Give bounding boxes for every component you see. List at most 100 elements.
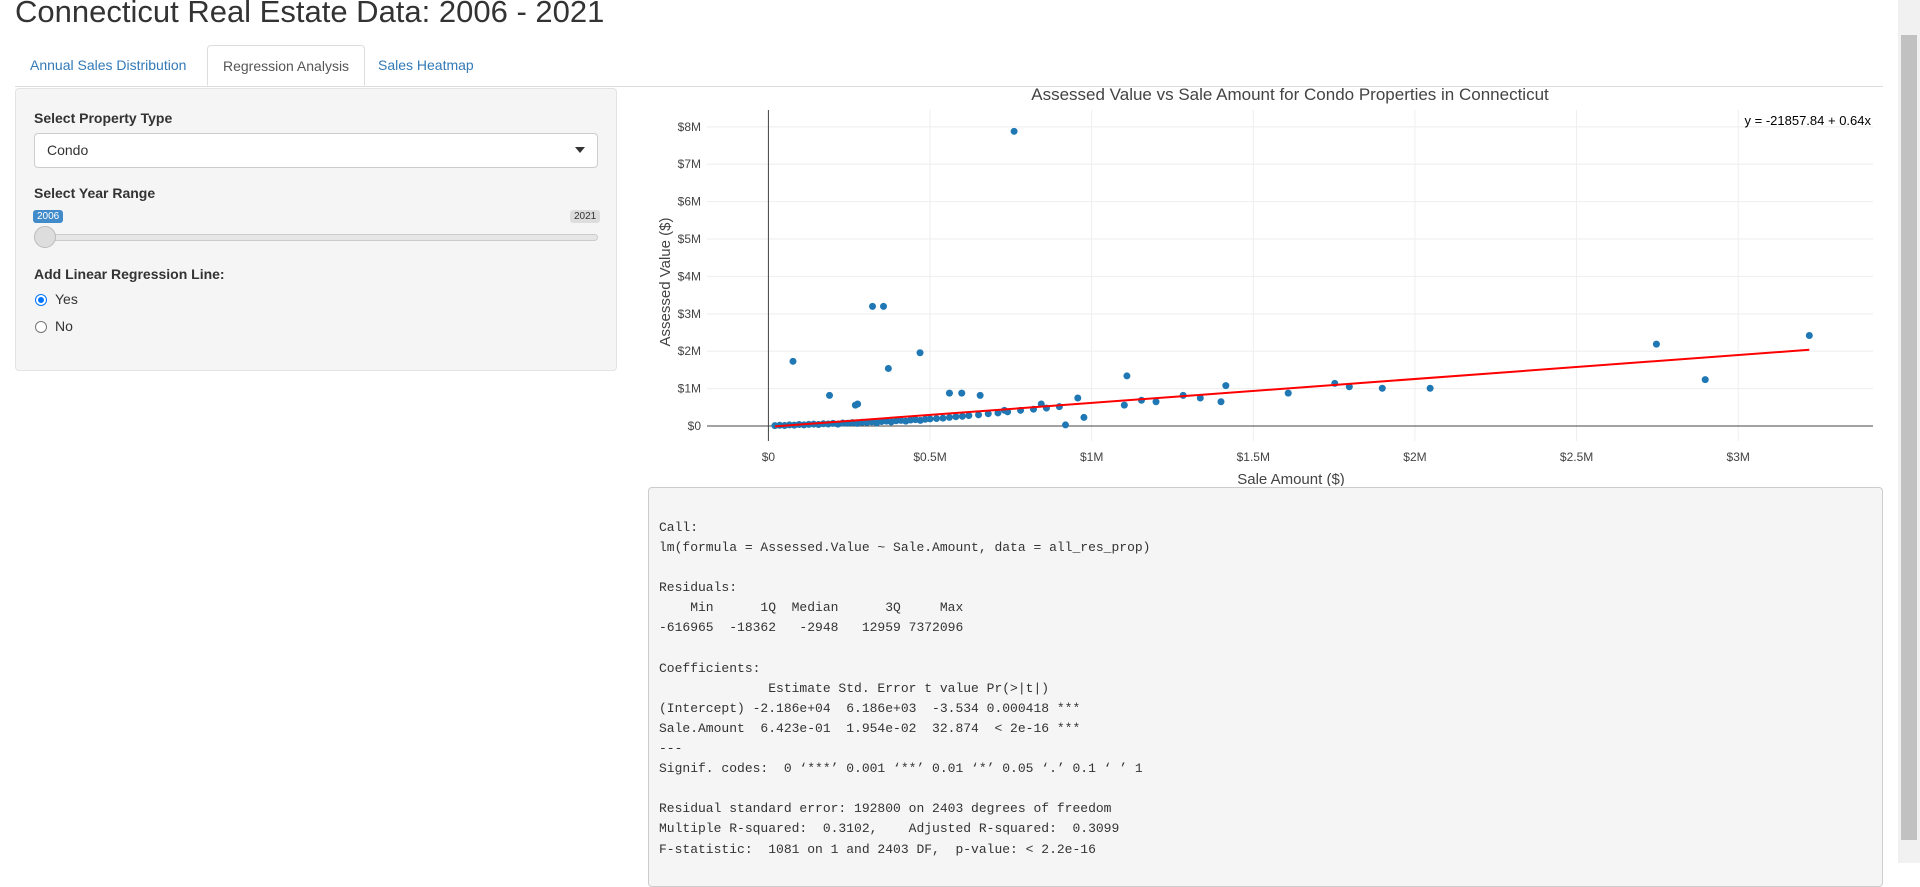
tab[interactable]: Regression Analysis xyxy=(207,45,366,86)
x-tick-label: $2.5M xyxy=(1560,450,1593,464)
radio-button[interactable] xyxy=(35,294,47,306)
point xyxy=(1217,398,1225,406)
point xyxy=(933,415,941,423)
radio-label: Yes xyxy=(55,291,78,307)
radio-option[interactable]: No xyxy=(35,318,73,334)
summary-line: (Intercept) -2.186e+04 6.186e+03 -3.534 … xyxy=(659,700,1081,716)
tab[interactable]: Sales Heatmap xyxy=(378,57,474,73)
point xyxy=(826,391,834,399)
point xyxy=(939,414,947,422)
tab[interactable]: Annual Sales Distribution xyxy=(30,57,187,73)
year-label: Select Year Range xyxy=(34,185,156,201)
summary-line: Call: xyxy=(659,520,699,535)
regression-label: Add Linear Regression Line: xyxy=(34,266,225,282)
radio-button[interactable] xyxy=(35,321,47,333)
point xyxy=(958,389,966,397)
chart: Assessed Value vs Sale Amount for Condo … xyxy=(657,86,1873,486)
point xyxy=(945,413,953,421)
point xyxy=(984,410,992,418)
slider-handle[interactable] xyxy=(34,226,56,248)
point xyxy=(952,413,960,421)
point xyxy=(1152,398,1160,406)
regression-line xyxy=(774,348,1810,428)
y-tick-label: $1M xyxy=(678,382,701,396)
point xyxy=(1378,384,1386,392)
x-tick-label: $1M xyxy=(1080,450,1103,464)
property-label: Select Property Type xyxy=(34,110,173,126)
slider-max: 2021 xyxy=(570,210,601,223)
property-select[interactable]: Condo xyxy=(34,133,598,168)
summary-line: Residual standard error: 192800 on 2403 … xyxy=(659,801,1112,817)
x-tick-label: $0.5M xyxy=(913,450,946,464)
y-tick-label: $6M xyxy=(678,195,701,209)
radio-label: No xyxy=(55,318,73,334)
y-tick-label: $3M xyxy=(678,307,701,321)
x-tick-label: $3M xyxy=(1727,450,1750,464)
x-tick-label: $1.5M xyxy=(1237,450,1270,464)
summary-block: Coefficients: Estimate Std. Error t valu… xyxy=(659,659,1872,780)
summary-line: Residuals: xyxy=(659,580,738,596)
point xyxy=(1010,127,1018,135)
y-tick-label: $5M xyxy=(678,232,701,246)
point xyxy=(789,357,797,365)
page: Connecticut Real Estate Data: 2006 - 202… xyxy=(15,0,1920,887)
summary-line: Coefficients: xyxy=(659,660,761,676)
point xyxy=(1652,340,1660,348)
regression-summary: Call: lm(formula = Assessed.Value ~ Sale.… xyxy=(648,487,1883,887)
point xyxy=(1805,332,1813,340)
x-tick-label: $0 xyxy=(762,450,776,464)
summary-block: Call: lm(formula = Assessed.Value ~ Sale.… xyxy=(659,518,1872,558)
summary-block: Residual standard error: 192800 on 2403 … xyxy=(659,799,1872,859)
radio-option[interactable]: Yes xyxy=(35,291,78,307)
point xyxy=(1196,394,1204,402)
point xyxy=(976,391,984,399)
property-value: Condo xyxy=(47,142,89,158)
y-tick-label: $7M xyxy=(678,157,701,171)
y-tick-label: $8M xyxy=(678,120,701,134)
y-tick-label: $2M xyxy=(678,344,701,358)
point xyxy=(945,389,953,397)
x-axis-label: Sale Amount ($) xyxy=(1237,471,1345,486)
summary-block: Residuals: Min 1Q Median 3Q Max -616965 -… xyxy=(659,578,1872,638)
point xyxy=(965,412,973,420)
summary-line: lm(formula = Assessed.Value ~ Sale.Amoun… xyxy=(659,540,1151,556)
point xyxy=(1123,372,1131,380)
y-axis-label: Assessed Value ($) xyxy=(657,218,674,347)
point xyxy=(851,401,859,409)
point xyxy=(1061,421,1069,429)
point xyxy=(1701,376,1709,384)
slider-value: 2006 xyxy=(33,210,64,223)
point xyxy=(994,409,1002,417)
point xyxy=(1222,382,1230,390)
summary-line: Min 1Q Median 3Q Max xyxy=(659,600,964,616)
point xyxy=(916,349,924,357)
summary-line: F-statistic: 1081 on 1 and 2403 DF, p-va… xyxy=(659,841,1096,857)
point xyxy=(975,411,983,419)
slider-track xyxy=(45,234,598,241)
y-tick-label: $4M xyxy=(678,269,701,283)
dropdown-arrow xyxy=(575,147,585,153)
page-title: Connecticut Real Estate Data: 2006 - 202… xyxy=(15,0,605,29)
point xyxy=(958,412,966,420)
summary-line: -616965 -18362 -2948 12959 7372096 xyxy=(659,620,964,636)
sidebar-panel xyxy=(15,88,617,371)
summary-line: Signif. codes: 0 ‘***’ 0.001 ‘**’ 0.01 ‘… xyxy=(659,761,1143,777)
point xyxy=(1120,401,1128,409)
x-tick-label: $2M xyxy=(1403,450,1426,464)
regression-equation: y = -21857.84 + 0.64x xyxy=(1745,113,1872,128)
point xyxy=(1080,413,1088,421)
point xyxy=(1345,383,1353,391)
point xyxy=(1284,389,1292,397)
point xyxy=(884,364,892,372)
point xyxy=(1074,394,1082,402)
point xyxy=(869,302,877,310)
summary-line: Sale.Amount 6.423e-01 1.954e-02 32.874 <… xyxy=(659,720,1081,736)
summary-line: Multiple R-squared: 0.3102, Adjusted R-s… xyxy=(659,821,1120,837)
scrollbar-thumb[interactable] xyxy=(1901,35,1917,840)
tab-divider xyxy=(15,86,1883,87)
y-tick-label: $0 xyxy=(688,419,702,433)
summary-line: --- xyxy=(659,741,683,757)
point xyxy=(926,415,934,423)
point xyxy=(880,302,888,310)
point xyxy=(1426,384,1434,392)
